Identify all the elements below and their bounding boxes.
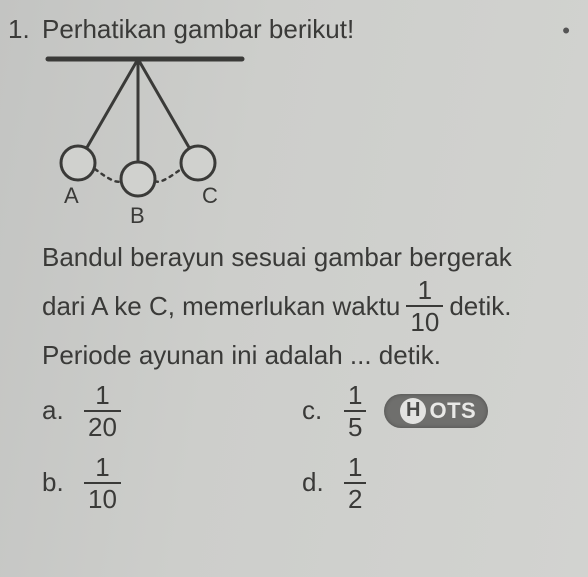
option-a-frac: 1 20: [84, 382, 121, 440]
frac-den: 5: [344, 412, 366, 440]
frac-den: 10: [84, 484, 121, 512]
option-d-label: d.: [302, 467, 338, 498]
option-a[interactable]: a. 1 20: [42, 382, 302, 440]
hots-badge: H OTS: [384, 394, 488, 428]
options-grid: a. 1 20 c. 1 5 H OTS b. 1: [42, 382, 570, 512]
frac-num: 1: [344, 382, 366, 410]
hots-text: OTS: [429, 398, 476, 424]
question-prompt: Perhatikan gambar berikut!: [42, 14, 546, 45]
fraction-1-10: 1 10: [406, 277, 443, 335]
option-a-label: a.: [42, 395, 78, 426]
frac-den: 20: [84, 412, 121, 440]
body-line-1: Bandul berayun sesuai gambar bergerak: [42, 237, 570, 277]
option-b-frac: 1 10: [84, 454, 121, 512]
frac-den: 10: [406, 307, 443, 335]
frac-num: 1: [344, 454, 366, 482]
label-B: B: [130, 203, 145, 227]
frac-num: 1: [414, 277, 436, 305]
question-number: 1.: [8, 14, 42, 45]
dot-icon: •: [562, 18, 570, 44]
body-line-2a: dari A ke C, memerlukan waktu: [42, 286, 400, 326]
body-line-3: Periode ayunan ini adalah ... detik.: [42, 335, 570, 375]
frac-num: 1: [91, 382, 113, 410]
option-b[interactable]: b. 1 10: [42, 454, 302, 512]
body-line-2: dari A ke C, memerlukan waktu 1 10 detik…: [42, 277, 570, 335]
page: 1. Perhatikan gambar berikut! • A B C Ba…: [0, 0, 588, 577]
frac-num: 1: [91, 454, 113, 482]
body-line-2b: detik.: [449, 286, 511, 326]
label-A: A: [64, 183, 79, 208]
option-d-frac: 1 2: [344, 454, 366, 512]
option-b-label: b.: [42, 467, 78, 498]
label-C: C: [202, 183, 218, 208]
hots-h-icon: H: [400, 398, 426, 424]
option-c-frac: 1 5: [344, 382, 366, 440]
question-body: Bandul berayun sesuai gambar bergerak da…: [42, 237, 570, 376]
pendulum-svg: A B C: [42, 47, 252, 227]
option-d[interactable]: d. 1 2: [302, 454, 570, 512]
option-c[interactable]: c. 1 5 H OTS: [302, 382, 570, 440]
frac-den: 2: [344, 484, 366, 512]
question-header: 1. Perhatikan gambar berikut! •: [8, 14, 570, 45]
option-c-label: c.: [302, 395, 338, 426]
pendulum-figure: A B C: [42, 47, 570, 227]
